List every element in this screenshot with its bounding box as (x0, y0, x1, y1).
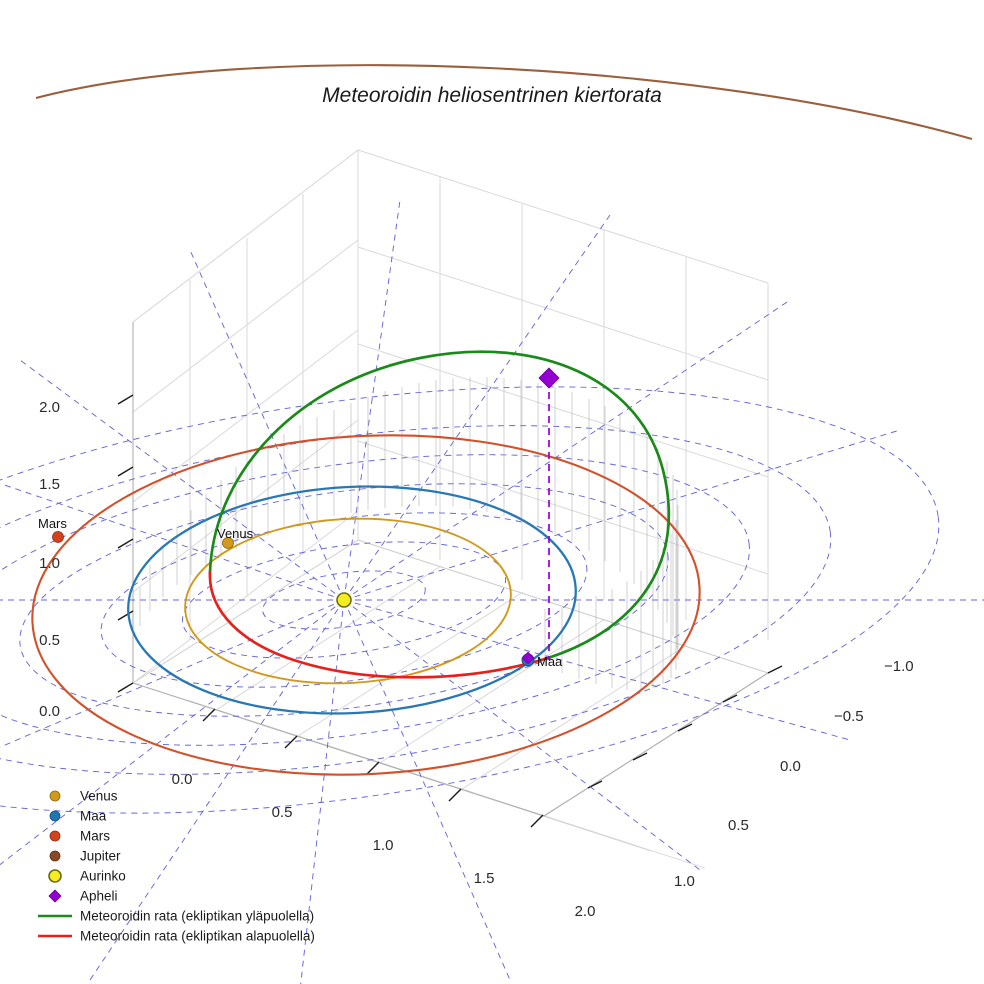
z-tick-label: 1.5 (39, 476, 60, 493)
legend-label: Meteoroidin rata (ekliptikan alapuolella… (80, 929, 315, 944)
y-tick-label: 1.0 (373, 837, 394, 854)
aphelion-marker[interactable] (538, 367, 560, 389)
meteoroid-orbit-above-ecliptic (208, 350, 671, 660)
legend-item[interactable]: Jupiter (49, 849, 121, 864)
x-tick-label: 0.0 (780, 758, 801, 775)
venus-orbit (184, 517, 512, 685)
jupiter-orbit (35, 64, 973, 141)
y-tick-label: 0.5 (272, 804, 293, 821)
legend-label: Venus (80, 789, 118, 804)
x-tick-label: −0.5 (834, 708, 864, 725)
mars-label: Mars (38, 516, 67, 531)
tick-marks (117, 394, 783, 828)
axis-panes (132, 148, 769, 684)
legend-item[interactable]: Mars (49, 829, 110, 844)
y-tick-label: 1.5 (474, 870, 495, 887)
legend-label: Meteoroidin rata (ekliptikan yläpuolella… (80, 909, 314, 924)
legend-label: Aurinko (80, 869, 126, 884)
page-title: Meteoroidin heliosentrinen kiertorata (322, 84, 662, 107)
z-tick-label: 0.5 (39, 632, 60, 649)
earth-orbit (127, 485, 577, 715)
z-tick-label: 0.0 (39, 703, 60, 720)
mars-orbit (31, 434, 701, 776)
x-tick-label: 0.5 (728, 817, 749, 834)
legend-circle-icon (49, 810, 61, 822)
legend-item[interactable]: Maa (49, 809, 107, 824)
z-tick-label: 1.0 (39, 555, 60, 572)
y-tick-label: 2.0 (575, 903, 596, 920)
earth-label: Maa (537, 654, 563, 669)
axis-spines (132, 322, 769, 817)
legend-label: Jupiter (80, 849, 121, 864)
legend-label: Mars (80, 829, 110, 844)
z-tick-label: 2.0 (39, 399, 60, 416)
y-tick-label: 0.0 (172, 771, 193, 788)
perihelion-marker[interactable] (521, 651, 535, 665)
x-axis-spine (543, 672, 769, 817)
y-axis-spine (132, 682, 545, 817)
legend-circle-icon (48, 869, 62, 883)
legend-item[interactable]: Meteoroidin rata (ekliptikan alapuolella… (38, 929, 315, 944)
legend-label: Maa (80, 809, 107, 824)
legend-circle-icon (49, 850, 61, 862)
legend-circle-icon (49, 790, 61, 802)
legend: Venus Maa Mars Jupiter Aurinko Apheli Meteoroi… (38, 789, 315, 944)
legend-circle-icon (49, 830, 61, 842)
legend-item[interactable]: Aurinko (48, 869, 126, 884)
legend-item[interactable]: Venus (49, 789, 118, 804)
x-tick-label: −1.0 (884, 658, 914, 675)
tick-labels: 2.0 1.5 1.0 0.5 0.0 0.0 0.5 1.0 1.5 2.0 −1.0 −0.5 0.… (39, 399, 913, 920)
polar-grid (0, 199, 984, 984)
legend-label: Apheli (80, 889, 118, 904)
meteoroid-orbit-below-ecliptic (208, 570, 550, 679)
venus-label: Venus (217, 526, 254, 541)
legend-diamond-icon (48, 889, 62, 903)
legend-item[interactable]: Apheli (48, 889, 118, 904)
venus-marker[interactable] (222, 537, 234, 549)
mars-marker[interactable] (52, 531, 64, 543)
sun-marker[interactable] (336, 592, 352, 608)
x-tick-label: 1.0 (674, 873, 695, 890)
legend-item[interactable]: Meteoroidin rata (ekliptikan yläpuolella… (38, 909, 314, 924)
body-markers: Mars Venus Maa (38, 367, 563, 669)
